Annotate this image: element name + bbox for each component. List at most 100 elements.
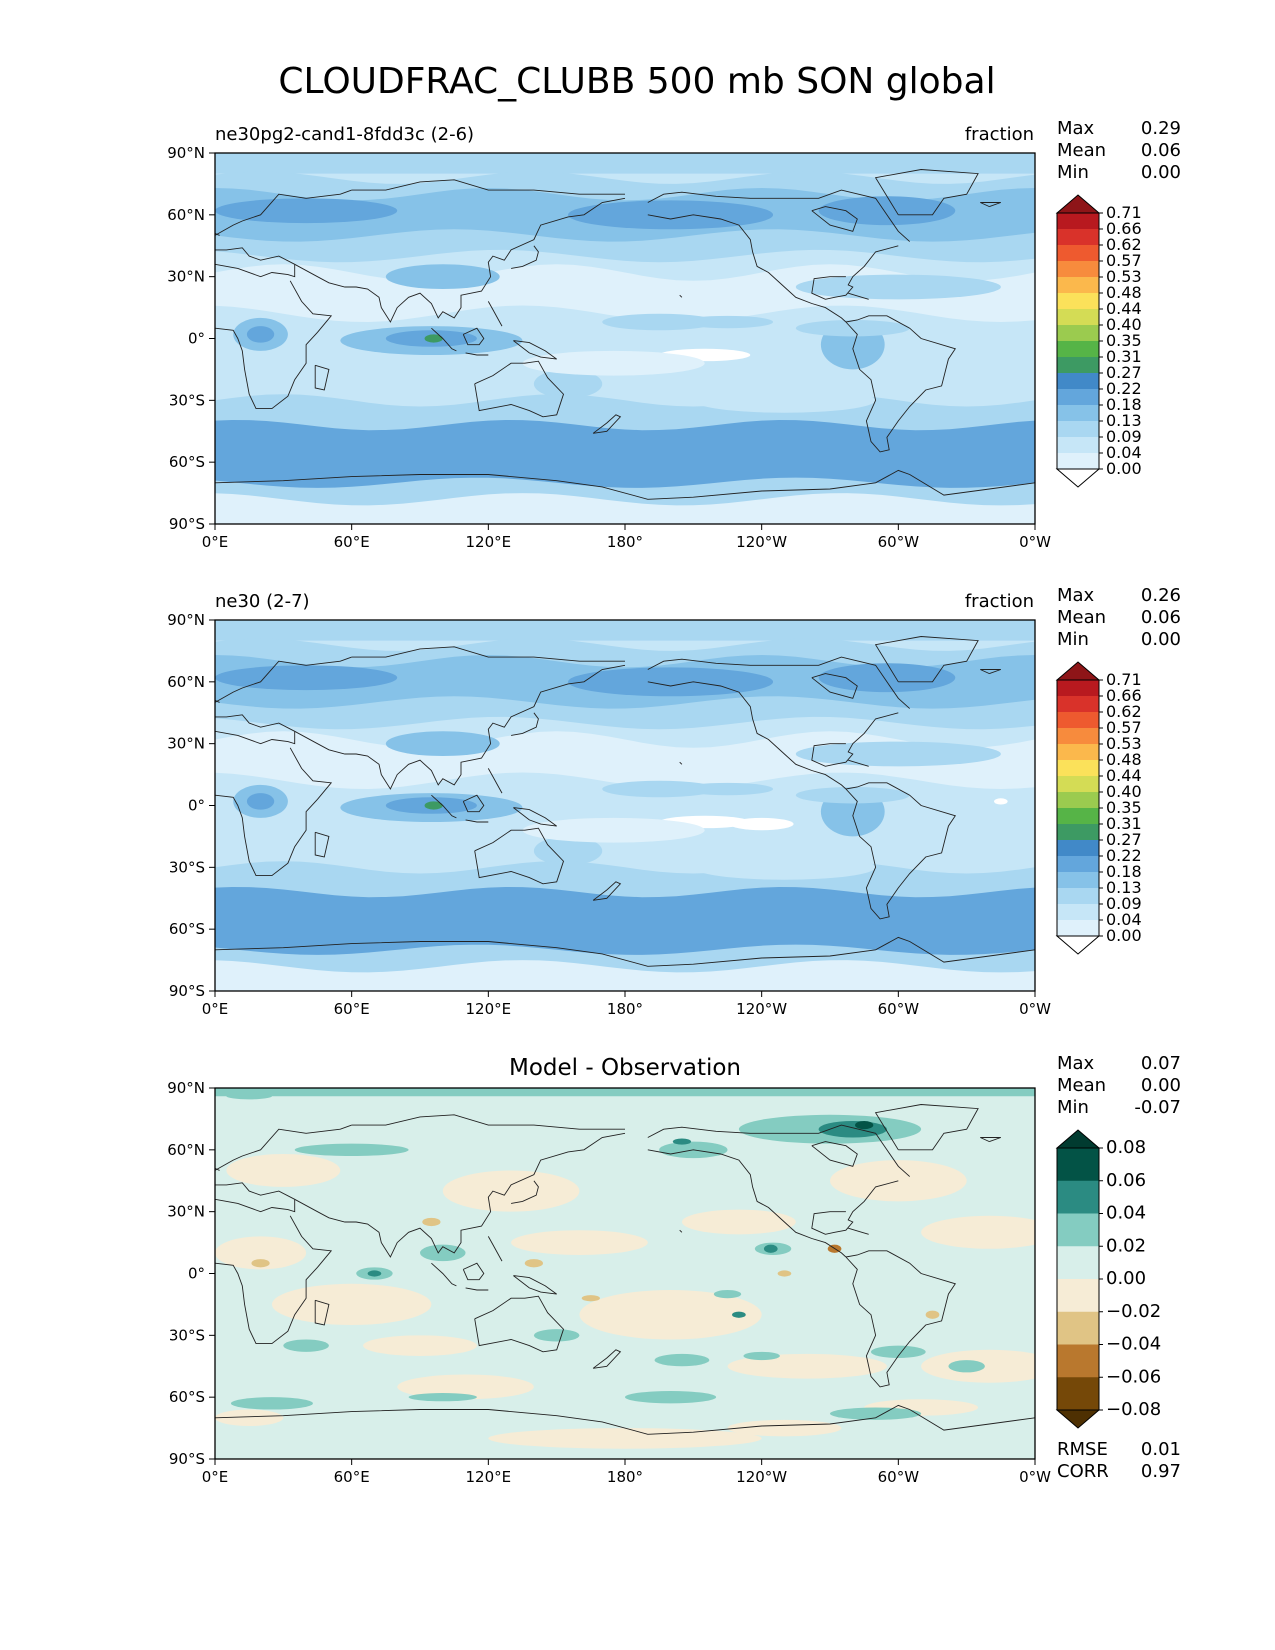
colorbar-tick-label: 0.53 [1106,267,1142,286]
contour-region [681,315,774,329]
stat-min-value: 0.00 [1141,629,1181,650]
contour-region [855,1120,874,1130]
coastline [314,831,330,858]
panel-right-title: fraction [965,591,1034,612]
coastline [811,673,858,699]
colorbar-bin [1057,405,1099,422]
contour-region [246,793,275,810]
axis-ticks: 0°E 60°E 120°E 180° 120°W 60°W 0°W 90°N 60°N 30°N… [167,1079,1051,1486]
contour-region [921,1215,1035,1249]
contour-region [672,1138,692,1145]
coastline [848,759,869,767]
contour-region [283,1339,329,1352]
contour-region [579,1289,762,1340]
coastline [647,1149,847,1258]
coastline [513,340,557,360]
lat-tick-label: 0° [188,1265,205,1283]
lat-tick-label: 30°S [169,1326,205,1344]
coastline [215,1167,220,1171]
coastline [351,1114,625,1130]
lon-tick-label: 120°W [736,1468,787,1486]
coastline [811,206,858,232]
colorbar-bin [1057,1180,1099,1214]
stat-min-label: Min [1057,629,1089,650]
contour-region [408,1393,477,1402]
contour-region [921,1349,1035,1383]
coastline [592,1349,622,1369]
colorbar-bin [1057,373,1099,390]
panel-left-title: ne30 (2-7) [215,591,310,612]
panel-center-title: Model - Observation [509,1055,741,1081]
coastline [679,1229,683,1233]
colorbar-tick-label: 0.35 [1106,331,1142,350]
contour-region [215,1409,284,1427]
colorbar-tick-label: −0.04 [1106,1334,1161,1355]
lat-tick-label: 60°S [169,453,205,471]
lon-tick-label: 120°W [736,533,787,551]
colorbar-bin [1057,776,1099,793]
colorbar-tick-label: 0.31 [1106,814,1142,833]
lon-tick-label: 0°E [202,1468,229,1486]
coastline [215,469,1035,500]
colorbar-bin [1057,1377,1099,1411]
coastline [848,1227,869,1235]
map-ref: 0°E 60°E 120°E 180° 120°W 60°W 0°W 90°N 60°N 30°N… [167,611,1051,1018]
coastline [592,414,622,434]
colorbar-tick-label: 0.35 [1106,798,1142,817]
coastline [215,747,333,877]
colorbar-tick-label: 0.04 [1106,910,1142,929]
colorbar-bin [1057,453,1099,470]
contour-region [830,1407,922,1420]
contour-region [271,1283,432,1326]
axis-ticks: 0°E 60°E 120°E 180° 120°W 60°W 0°W 90°N 60°N 30°N… [167,611,1051,1018]
lon-tick-label: 60°E [334,1468,370,1486]
contour-region [420,1244,466,1262]
stat-min-value: 0.00 [1141,162,1181,183]
lat-tick-label: 30°N [167,1203,205,1221]
coastline [487,768,503,794]
lon-tick-label: 0°E [202,533,229,551]
contour-region [533,1329,580,1342]
contour-region [729,817,794,831]
contour-region [215,1236,307,1270]
contour-region [246,326,275,343]
stat-max-value: 0.29 [1141,118,1181,139]
coastline [845,782,957,920]
coastline [465,1287,489,1291]
colorbar-tick-label: 0.22 [1106,846,1142,865]
coastline [874,636,979,683]
colorbar-bin [1057,712,1099,729]
coastline [215,189,352,236]
contour-region [795,786,910,804]
colorbar-bin [1057,261,1099,278]
contour-region [693,387,876,413]
lon-tick-label: 60°E [334,533,370,551]
stat-corr-label: CORR [1057,1461,1109,1482]
colorbar-tick-label: 0.00 [1106,459,1142,478]
panel-diff: Model - Observation Max 0.07 Mean 0.00 M… [167,1053,1181,1486]
colorbar-tick-label: 0.71 [1106,670,1142,689]
lon-tick-label: 60°W [878,1468,920,1486]
colorbar-tick-label: 0.62 [1106,235,1142,254]
colorbar-extend-min [1055,935,1101,955]
contour-region [625,1390,717,1404]
contour-band [215,1088,1035,1097]
colorbar-bin [1057,888,1099,905]
contour-region [488,1428,762,1449]
contour-region [763,1244,778,1253]
contour-fields [215,620,1035,991]
contour-region [743,1351,780,1361]
colorbar-bin [1057,904,1099,921]
contour-region [226,1153,341,1187]
coastline [647,656,911,709]
coastline [462,794,485,813]
colorbar-tick-label: 0.18 [1106,395,1142,414]
panel-right-title: fraction [965,124,1034,145]
colorbar-tick-label: −0.08 [1106,1399,1161,1420]
stat-min-label: Min [1057,162,1089,183]
colorbar-bin [1057,437,1099,454]
contour-region [226,1093,272,1100]
lon-tick-label: 120°E [466,1000,512,1018]
colorbar-bin [1057,341,1099,358]
stat-mean-value: 0.06 [1141,607,1181,628]
